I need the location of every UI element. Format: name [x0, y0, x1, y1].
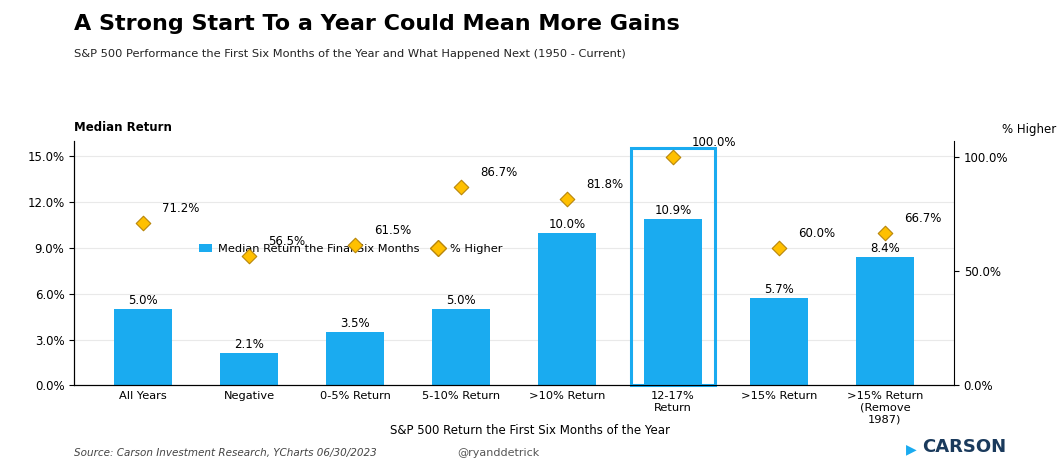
Text: 71.2%: 71.2%: [162, 202, 199, 215]
Point: [771, 244, 788, 252]
Bar: [855, 257, 914, 385]
Point: [453, 184, 470, 191]
Bar: [537, 233, 596, 385]
Text: 5.7%: 5.7%: [764, 283, 794, 297]
Text: 5.0%: 5.0%: [446, 294, 476, 307]
Text: 10.9%: 10.9%: [654, 204, 691, 217]
Text: @ryanddetrick: @ryanddetrick: [457, 448, 540, 458]
Text: 81.8%: 81.8%: [586, 178, 623, 190]
Bar: [114, 309, 173, 385]
Text: 2.1%: 2.1%: [234, 338, 264, 352]
Bar: [432, 309, 491, 385]
Text: 5.0%: 5.0%: [128, 294, 158, 307]
Text: S&P 500 Return the First Six Months of the Year: S&P 500 Return the First Six Months of t…: [390, 424, 670, 437]
Text: CARSON: CARSON: [922, 438, 1006, 456]
Text: A Strong Start To a Year Could Mean More Gains: A Strong Start To a Year Could Mean More…: [74, 14, 679, 34]
Text: Median Return: Median Return: [74, 121, 172, 134]
Text: Source: Carson Investment Research, YCharts 06/30/2023: Source: Carson Investment Research, YCha…: [74, 448, 377, 458]
Bar: [643, 219, 702, 385]
Text: 60.0%: 60.0%: [798, 227, 835, 240]
Point: [559, 195, 576, 202]
Text: S&P 500 Performance the First Six Months of the Year and What Happened Next (195: S&P 500 Performance the First Six Months…: [74, 49, 626, 59]
Point: [241, 252, 258, 260]
Text: 61.5%: 61.5%: [374, 224, 411, 237]
Legend: Median Return the Final Six Months, % Higher: Median Return the Final Six Months, % Hi…: [194, 240, 508, 259]
Point: [135, 219, 152, 227]
Text: 86.7%: 86.7%: [480, 166, 517, 180]
Bar: [749, 298, 808, 385]
Text: 100.0%: 100.0%: [692, 136, 737, 149]
Text: 3.5%: 3.5%: [340, 317, 370, 330]
Point: [877, 229, 894, 237]
Bar: [326, 332, 385, 385]
Point: [347, 241, 364, 249]
Text: % Higher: % Higher: [1003, 123, 1057, 136]
Text: 10.0%: 10.0%: [548, 218, 585, 231]
Text: 56.5%: 56.5%: [268, 235, 305, 248]
Text: 66.7%: 66.7%: [904, 212, 941, 225]
Text: ▶: ▶: [906, 442, 917, 456]
Text: 8.4%: 8.4%: [870, 242, 900, 255]
Point: [665, 153, 682, 161]
Bar: [220, 353, 279, 385]
Bar: [631, 149, 714, 385]
